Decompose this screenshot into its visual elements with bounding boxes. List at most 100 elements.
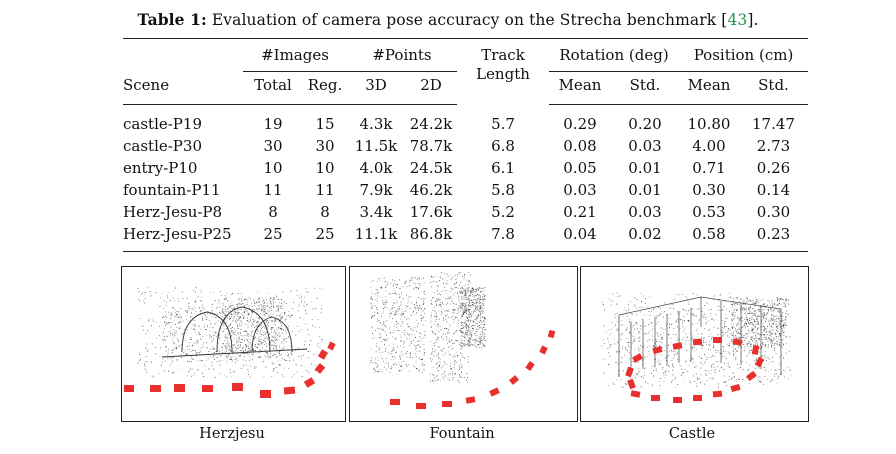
point bbox=[468, 308, 470, 310]
point bbox=[451, 345, 453, 346]
point bbox=[723, 369, 725, 370]
point bbox=[200, 338, 201, 339]
point bbox=[270, 300, 272, 302]
point bbox=[234, 311, 236, 312]
citation-link[interactable]: 43 bbox=[727, 11, 748, 29]
point bbox=[380, 328, 382, 330]
point bbox=[212, 311, 213, 313]
point bbox=[200, 360, 202, 362]
point bbox=[285, 331, 287, 333]
point bbox=[670, 381, 672, 383]
point bbox=[197, 339, 199, 341]
point bbox=[229, 359, 231, 361]
point bbox=[409, 279, 411, 281]
point bbox=[765, 318, 767, 319]
point bbox=[239, 355, 241, 357]
point bbox=[255, 325, 257, 327]
point bbox=[680, 319, 682, 320]
point bbox=[285, 325, 287, 327]
point bbox=[731, 312, 733, 314]
point bbox=[754, 339, 756, 340]
point bbox=[301, 365, 302, 367]
scene-cell: fountain-P11 bbox=[123, 181, 221, 199]
point bbox=[742, 307, 744, 309]
point bbox=[698, 319, 700, 320]
point bbox=[744, 337, 746, 339]
point bbox=[715, 349, 717, 351]
point bbox=[634, 348, 636, 350]
point bbox=[226, 360, 228, 362]
point bbox=[482, 330, 484, 332]
point bbox=[259, 341, 261, 342]
point bbox=[779, 373, 781, 375]
point bbox=[756, 300, 758, 302]
point bbox=[269, 342, 271, 344]
point bbox=[785, 298, 787, 300]
herzjesu-panel bbox=[121, 266, 346, 422]
point bbox=[765, 346, 766, 348]
point bbox=[290, 345, 292, 347]
point bbox=[746, 361, 748, 363]
point bbox=[258, 317, 260, 318]
point bbox=[276, 315, 278, 317]
point bbox=[783, 323, 785, 325]
value-cell: 10 bbox=[263, 159, 283, 177]
point bbox=[270, 339, 272, 341]
point bbox=[464, 306, 466, 308]
point bbox=[773, 339, 775, 341]
point bbox=[371, 305, 373, 307]
point bbox=[158, 325, 160, 327]
point bbox=[674, 378, 676, 380]
point bbox=[675, 334, 677, 336]
point bbox=[735, 380, 737, 382]
point bbox=[692, 346, 693, 348]
point bbox=[202, 318, 203, 320]
point bbox=[673, 366, 674, 368]
point bbox=[482, 328, 483, 330]
point bbox=[750, 336, 752, 338]
point bbox=[464, 285, 466, 286]
point bbox=[665, 322, 667, 324]
point bbox=[275, 356, 277, 358]
point bbox=[782, 344, 784, 346]
point bbox=[407, 364, 409, 366]
point bbox=[437, 353, 439, 355]
point bbox=[758, 379, 760, 381]
point bbox=[737, 329, 739, 331]
point bbox=[398, 306, 400, 307]
value-cell: 0.03 bbox=[563, 181, 597, 199]
point bbox=[437, 293, 438, 295]
point bbox=[775, 336, 777, 338]
point bbox=[399, 334, 401, 336]
point bbox=[686, 313, 688, 315]
point bbox=[461, 307, 462, 309]
point bbox=[705, 323, 707, 325]
point bbox=[775, 324, 777, 326]
point bbox=[275, 318, 277, 320]
point bbox=[465, 297, 467, 299]
point bbox=[641, 301, 642, 303]
point bbox=[692, 335, 693, 337]
point bbox=[465, 310, 467, 312]
point bbox=[463, 342, 465, 344]
point bbox=[271, 344, 273, 345]
point bbox=[417, 277, 419, 279]
point bbox=[386, 301, 388, 303]
point bbox=[306, 313, 307, 314]
point bbox=[692, 314, 694, 316]
point bbox=[726, 326, 727, 327]
point bbox=[256, 325, 258, 327]
point bbox=[749, 299, 751, 301]
point bbox=[735, 359, 737, 361]
point bbox=[739, 319, 741, 321]
point bbox=[470, 313, 472, 315]
point bbox=[173, 342, 175, 344]
point bbox=[760, 300, 762, 301]
point bbox=[624, 307, 625, 309]
table-row: fountain-P11 11 11 7.9k 46.2k 5.8 0.03 0.01 0.30… bbox=[123, 179, 808, 201]
point bbox=[750, 339, 752, 340]
point bbox=[286, 355, 288, 357]
point bbox=[474, 345, 476, 346]
point bbox=[444, 371, 446, 373]
point bbox=[747, 333, 749, 335]
